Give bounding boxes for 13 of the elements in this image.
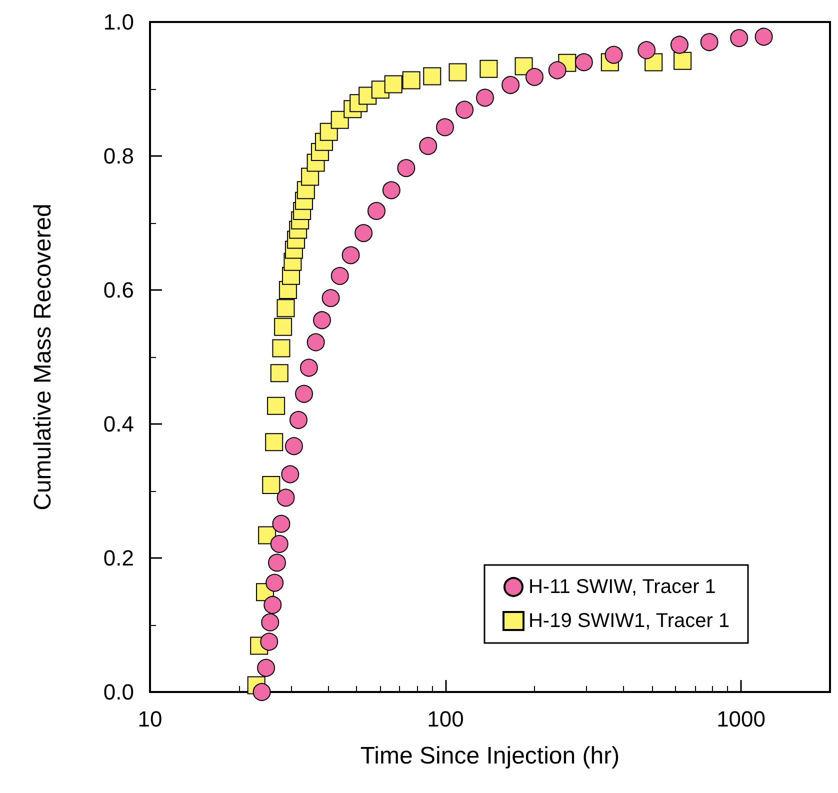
y-tick-label: 0.6 (103, 278, 134, 302)
y-tick-label: 0.0 (103, 680, 134, 704)
x-tick-label: 10 (138, 706, 162, 732)
y-axis-title: Cumulative Mass Recovered (30, 204, 56, 510)
y-tick-label: 0.4 (103, 412, 134, 436)
y-tick-label: 1.0 (103, 10, 134, 34)
y-tick-label: 0.8 (103, 144, 134, 168)
legend-label: H-19 SWIW1, Tracer 1 (528, 610, 730, 632)
x-tick-label: 100 (427, 706, 464, 732)
x-tick-label: 1000 (716, 706, 766, 732)
x-axis-title: Time Since Injection (hr) (360, 742, 620, 770)
legend-label: H-11 SWIW, Tracer 1 (528, 576, 716, 598)
y-tick-label: 0.2 (103, 546, 134, 570)
